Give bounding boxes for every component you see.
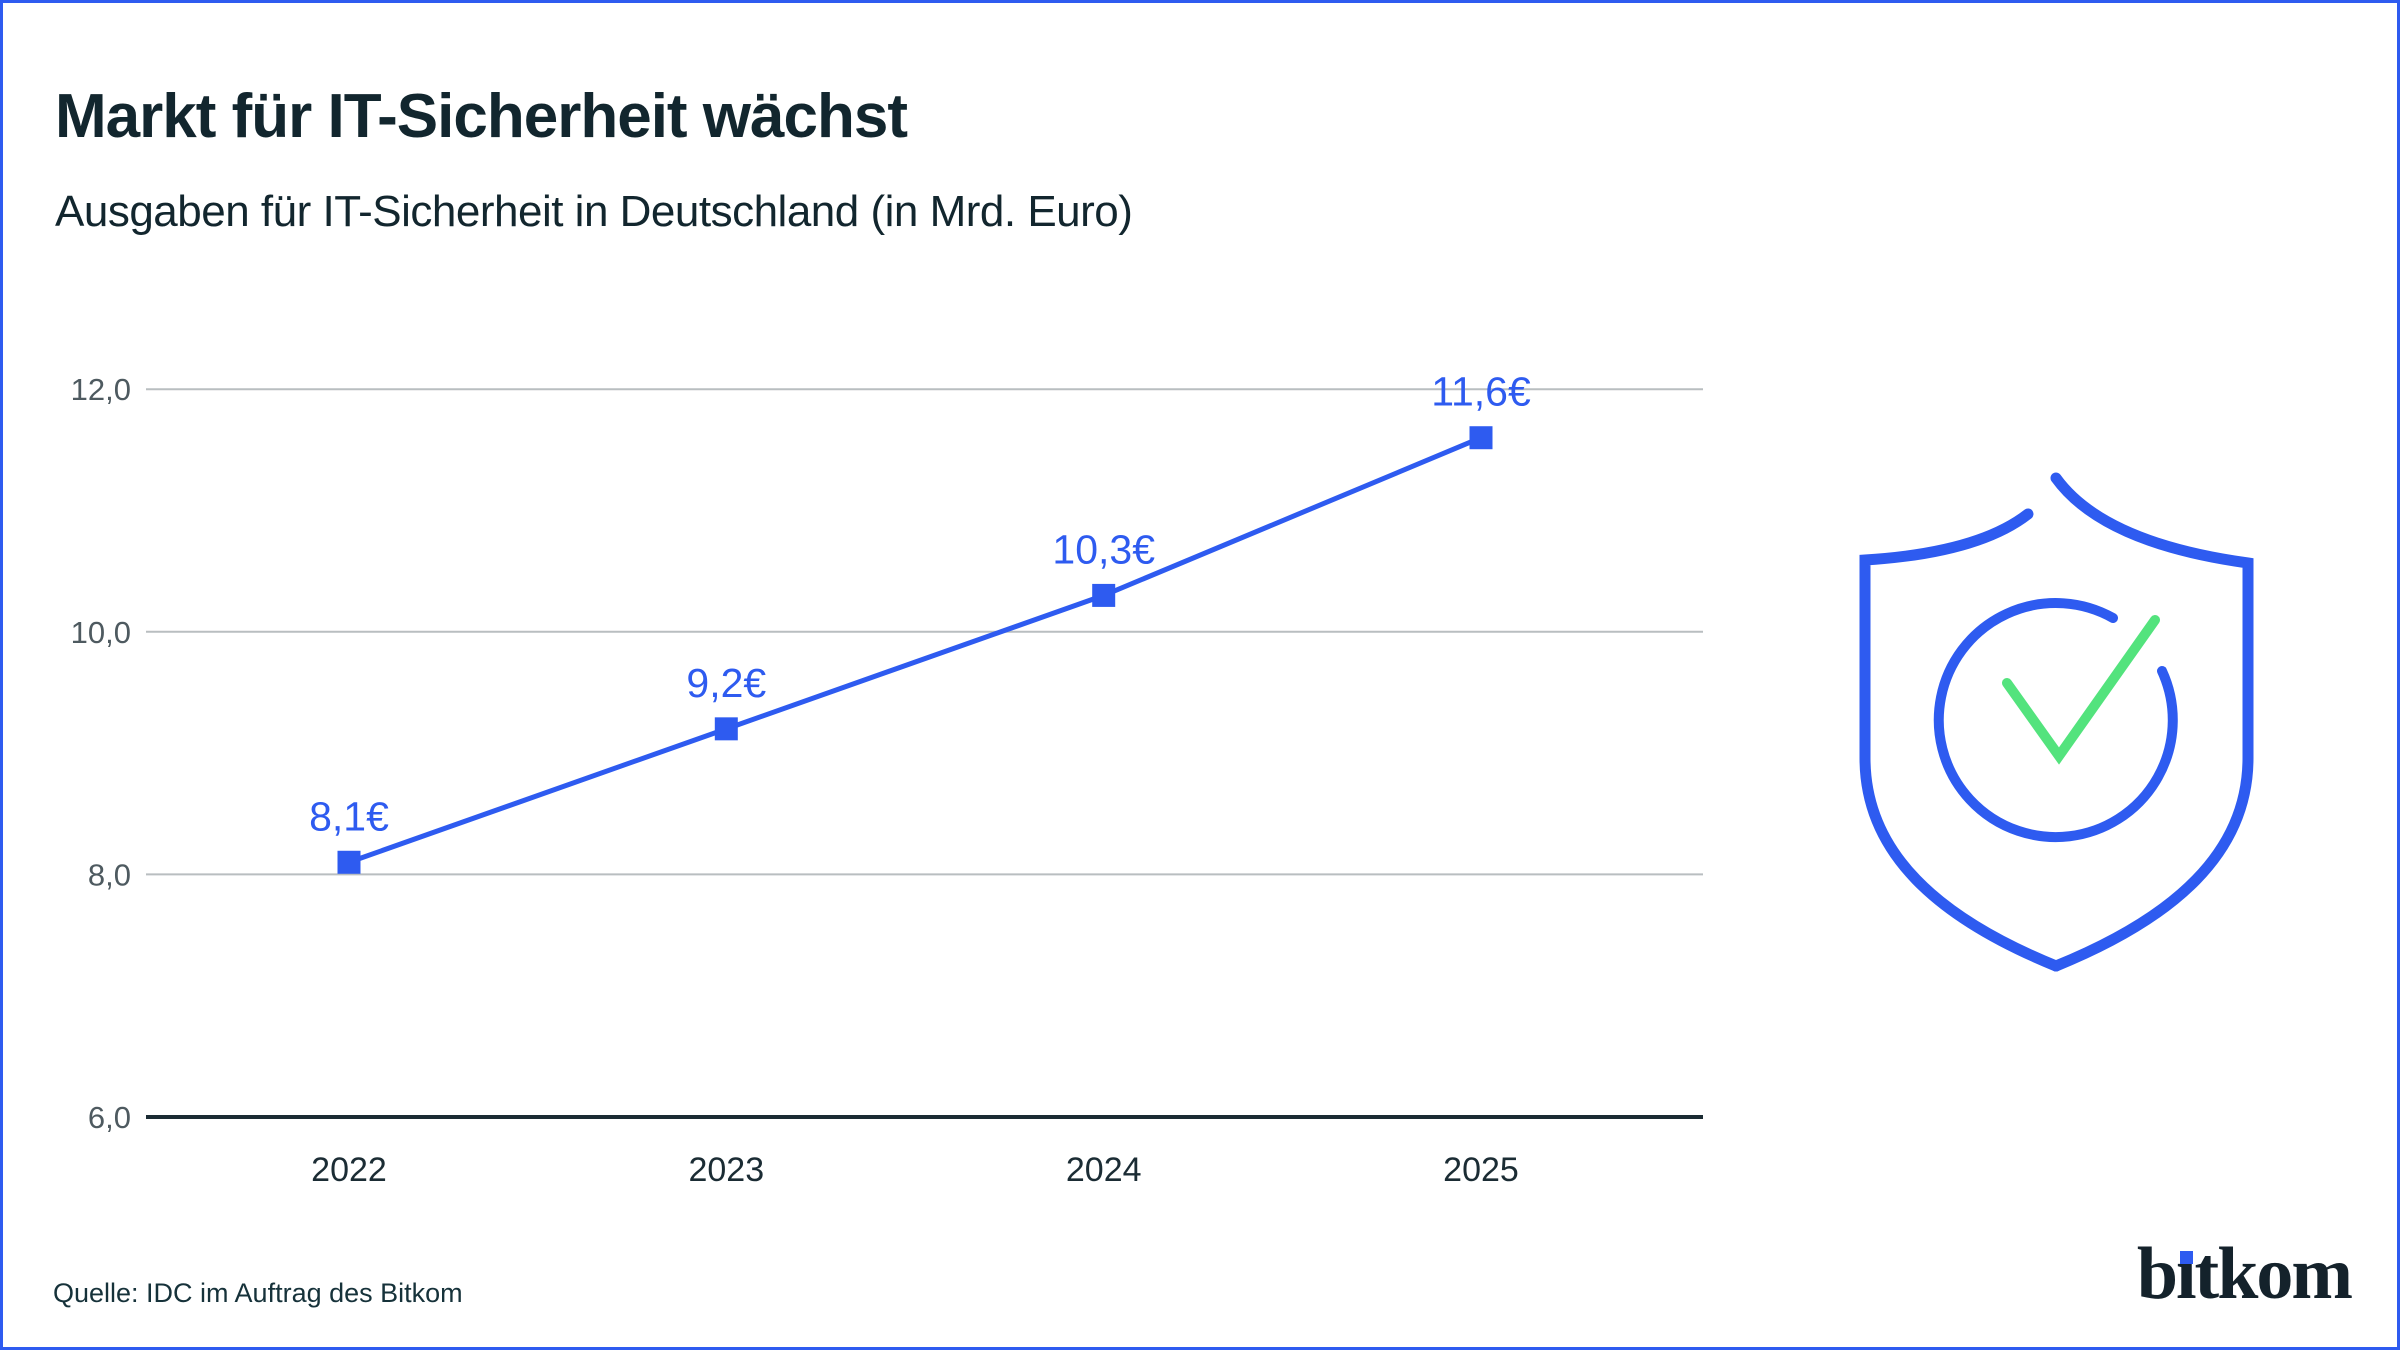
shield-outline-left — [1859, 508, 2062, 972]
data-point-label: 11,6€ — [1431, 369, 1531, 415]
y-tick-label: 10,0 — [71, 615, 131, 650]
bitkom-logo: bıtkom — [2137, 1237, 2353, 1311]
chart-series-layer: 8,1€ 9,2€ 10,3€ 11,6€ — [309, 369, 1531, 874]
line-chart: 8,1€ 9,2€ 10,3€ 11,6€ 6,0 8,0 10,0 12,0 2022 202… — [71, 369, 2254, 1189]
data-point-marker-2023 — [714, 717, 738, 741]
x-tick-label: 2023 — [688, 1151, 764, 1189]
y-tick-label: 6,0 — [88, 1100, 131, 1135]
check-circle — [1933, 598, 2178, 843]
data-point-label: 9,2€ — [686, 660, 766, 706]
data-point-marker-2022 — [337, 850, 361, 874]
data-point-label: 10,3€ — [1052, 526, 1155, 572]
page-subtitle: Ausgaben für IT-Sicherheit in Deutschlan… — [55, 187, 1133, 236]
data-point-marker-2024 — [1092, 583, 1116, 607]
y-tick-label: 12,0 — [71, 372, 131, 407]
y-tick-label: 8,0 — [88, 857, 131, 892]
data-point-marker-2025 — [1469, 426, 1493, 450]
bitkom-logo-text: bıtkom — [2136, 1233, 2353, 1315]
trend-line — [348, 435, 1482, 865]
x-tick-label: 2022 — [311, 1151, 387, 1189]
bitkom-logo-i-dot — [2179, 1251, 2193, 1264]
chart-grid-layer — [146, 388, 1703, 1119]
data-point-label: 8,1€ — [309, 793, 389, 839]
page-title: Markt für IT-Sicherheit wächst — [55, 82, 908, 151]
chart-axis-label-layer: 6,0 8,0 10,0 12,0 2022 2023 2024 2025 — [71, 372, 1519, 1189]
x-tick-label: 2024 — [1066, 1151, 1142, 1189]
checkmark-icon — [2002, 615, 2160, 765]
shield-check-icon — [1859, 472, 2254, 972]
shield-outline-right — [2050, 472, 2254, 972]
source-note: Quelle: IDC im Auftrag des Bitkom — [53, 1278, 463, 1308]
x-tick-label: 2025 — [1443, 1151, 1519, 1189]
